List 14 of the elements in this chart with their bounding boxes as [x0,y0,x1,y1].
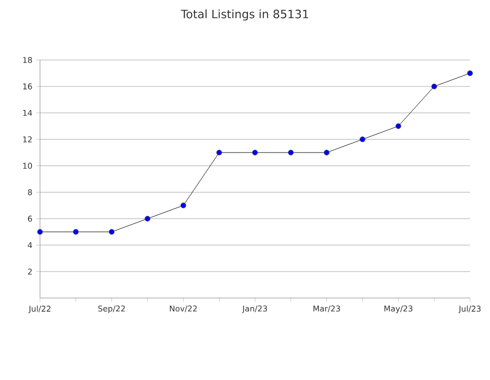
point [216,150,222,156]
point [324,150,330,156]
point [180,202,186,208]
point [396,123,402,129]
point [37,229,43,235]
point [467,70,473,76]
point [108,229,115,235]
point [72,229,79,235]
point [252,150,258,156]
point [288,150,294,156]
point [144,216,150,222]
chart-title: Total Listings in 85131 [180,9,308,21]
point [431,84,438,90]
point [360,136,366,142]
